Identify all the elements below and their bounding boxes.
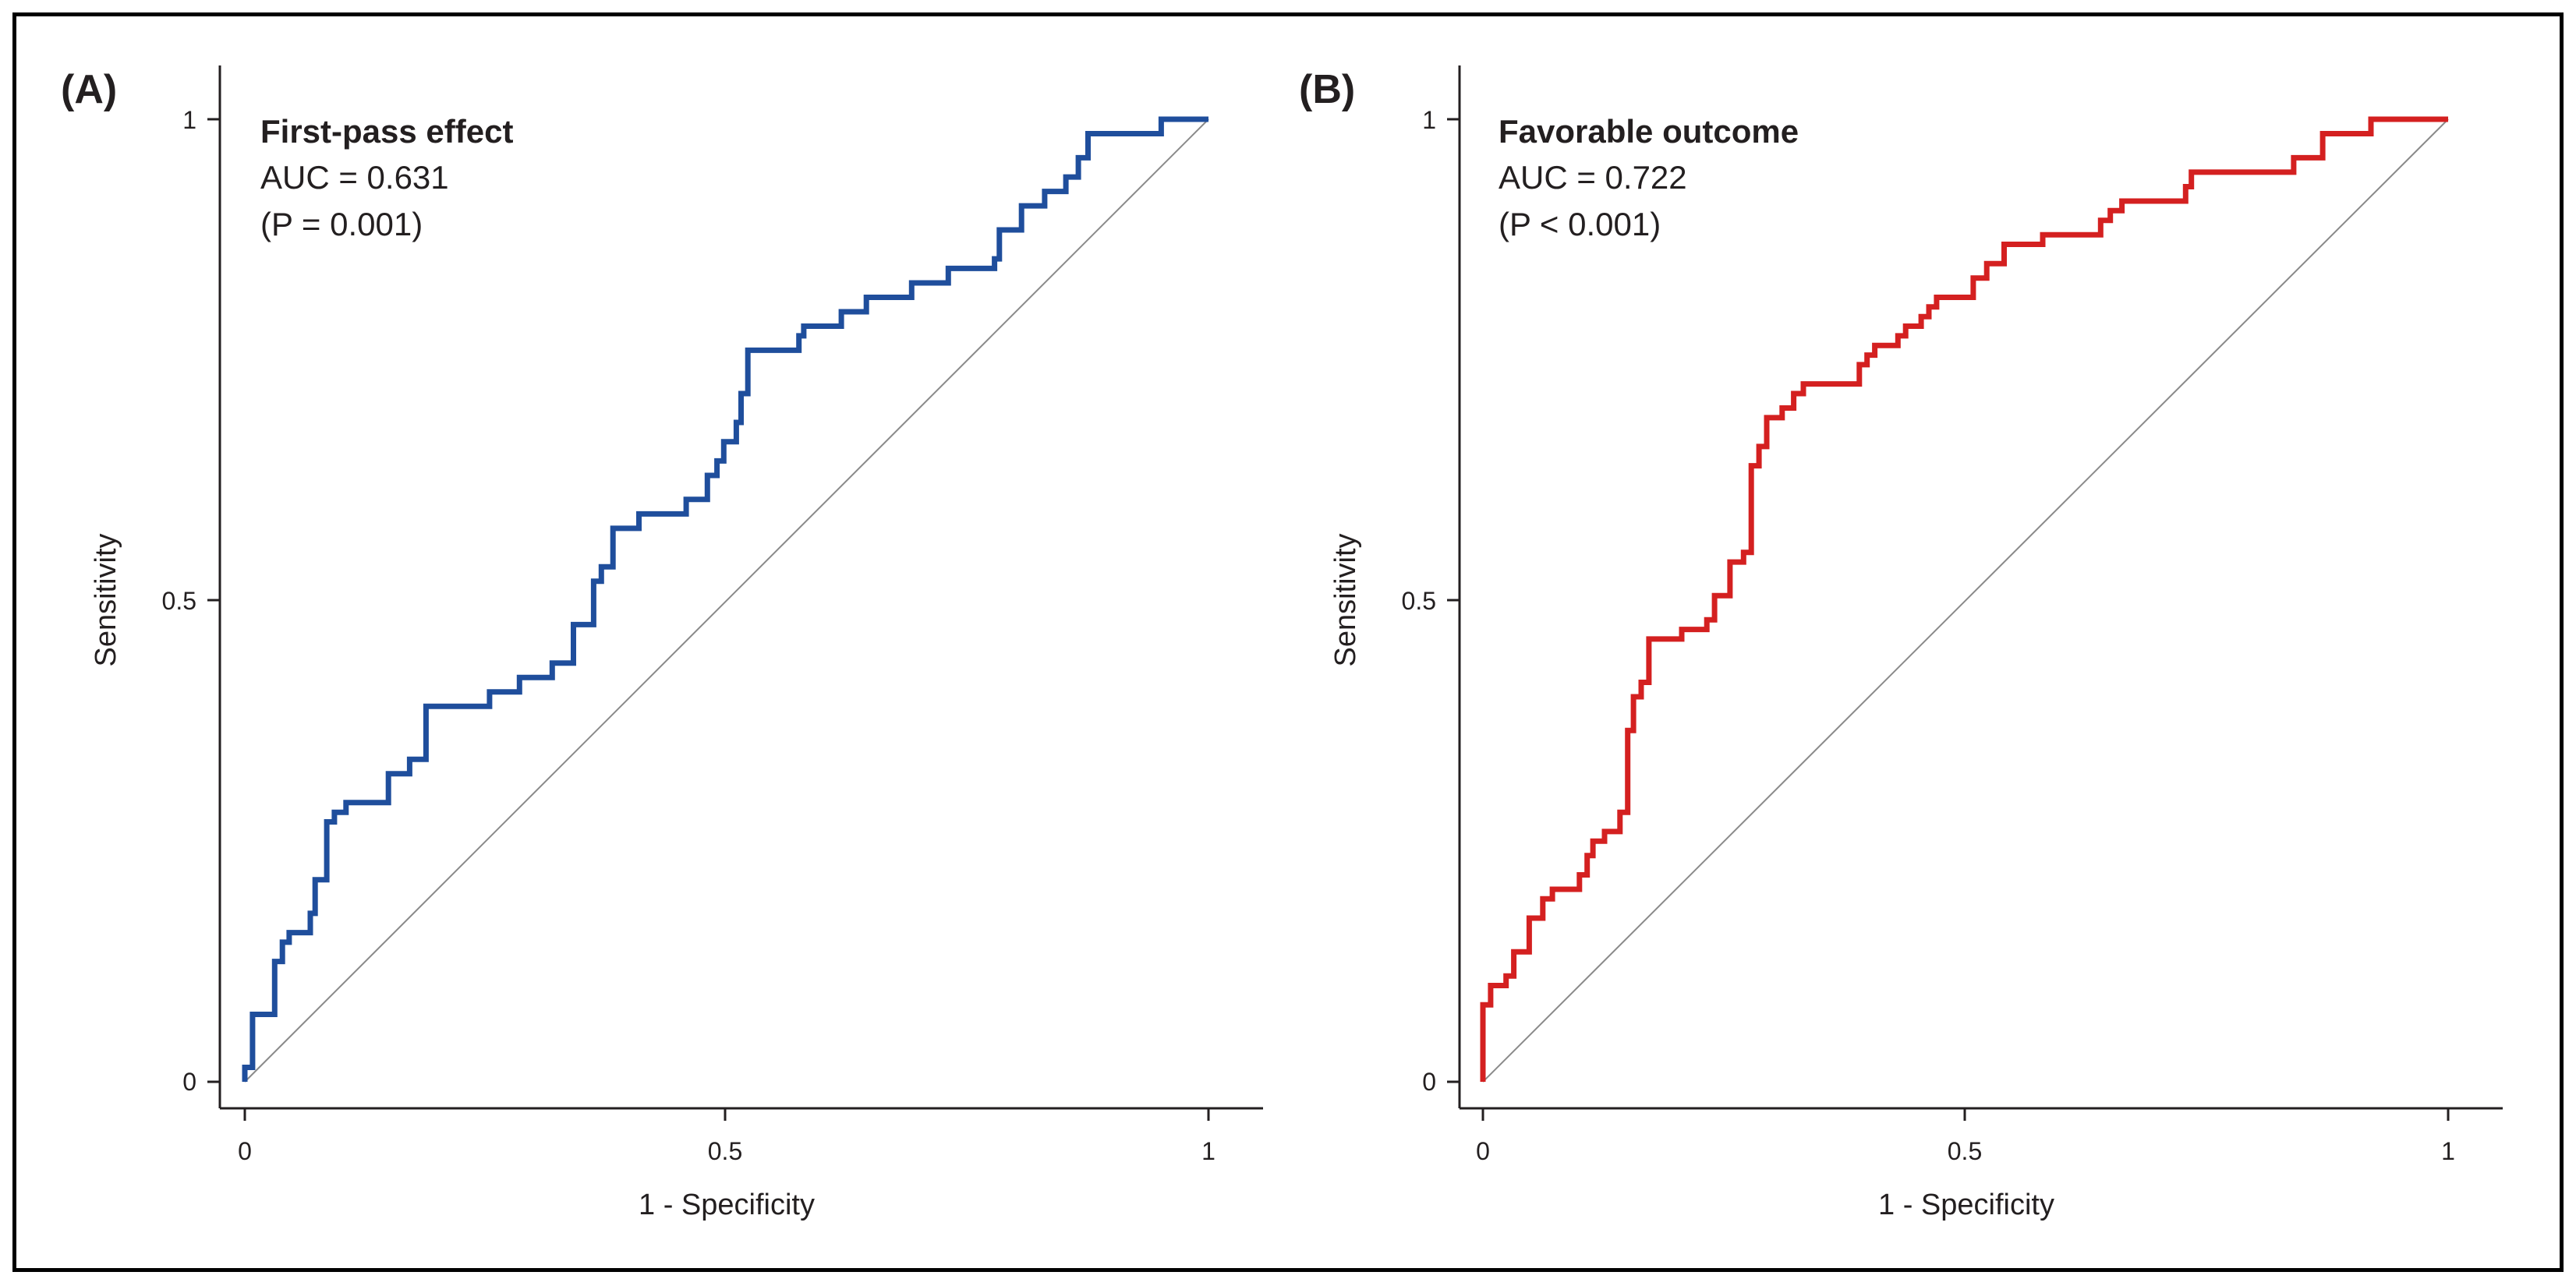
reference-line xyxy=(244,118,1209,1083)
y-tick-label: 0.5 xyxy=(1402,587,1436,615)
panel-label: (B) xyxy=(1299,67,1355,112)
figure-frame xyxy=(12,12,2564,1272)
x-tick-label: 0 xyxy=(238,1137,252,1165)
y-tick-label: 0 xyxy=(1422,1068,1436,1096)
y-axis-label: Sensitivity xyxy=(1329,533,1362,666)
x-tick-label: 0.5 xyxy=(708,1137,742,1165)
y-axis-label: Sensitivity xyxy=(90,533,122,666)
chart-title: Favorable outcome xyxy=(1499,113,1799,150)
p-value-label: (P < 0.001) xyxy=(1499,206,1661,242)
x-tick-label: 0 xyxy=(1476,1137,1490,1165)
roc-curve xyxy=(242,116,1208,1082)
panel-a: (A) 0 0.5 1 0 0.5 1 1 - Specificity Sens… xyxy=(61,65,1263,1221)
x-tick-label: 1 xyxy=(2441,1137,2455,1165)
x-tick-label: 1 xyxy=(1201,1137,1215,1165)
chart-title: First-pass effect xyxy=(260,113,513,150)
p-value-label: (P = 0.001) xyxy=(260,206,423,242)
auc-label: AUC = 0.722 xyxy=(1499,159,1687,196)
reference-line xyxy=(1482,118,2449,1083)
plot-area xyxy=(242,116,1209,1083)
auc-label: AUC = 0.631 xyxy=(260,159,449,196)
roc-curve xyxy=(1480,116,2448,1082)
x-axis-label: 1 - Specificity xyxy=(639,1189,815,1221)
y-tick-label: 0.5 xyxy=(162,587,196,615)
panel-b: (B) 0 0.5 1 0 0.5 1 1 - Specificity Sens… xyxy=(1299,65,2503,1221)
y-tick-label: 1 xyxy=(1422,106,1436,134)
panel-label: (A) xyxy=(61,67,117,112)
x-tick-label: 0.5 xyxy=(1948,1137,1982,1165)
y-tick-label: 1 xyxy=(182,106,196,134)
x-axis-label: 1 - Specificity xyxy=(1878,1189,2054,1221)
plot-area xyxy=(1480,116,2449,1083)
y-tick-label: 0 xyxy=(182,1068,196,1096)
